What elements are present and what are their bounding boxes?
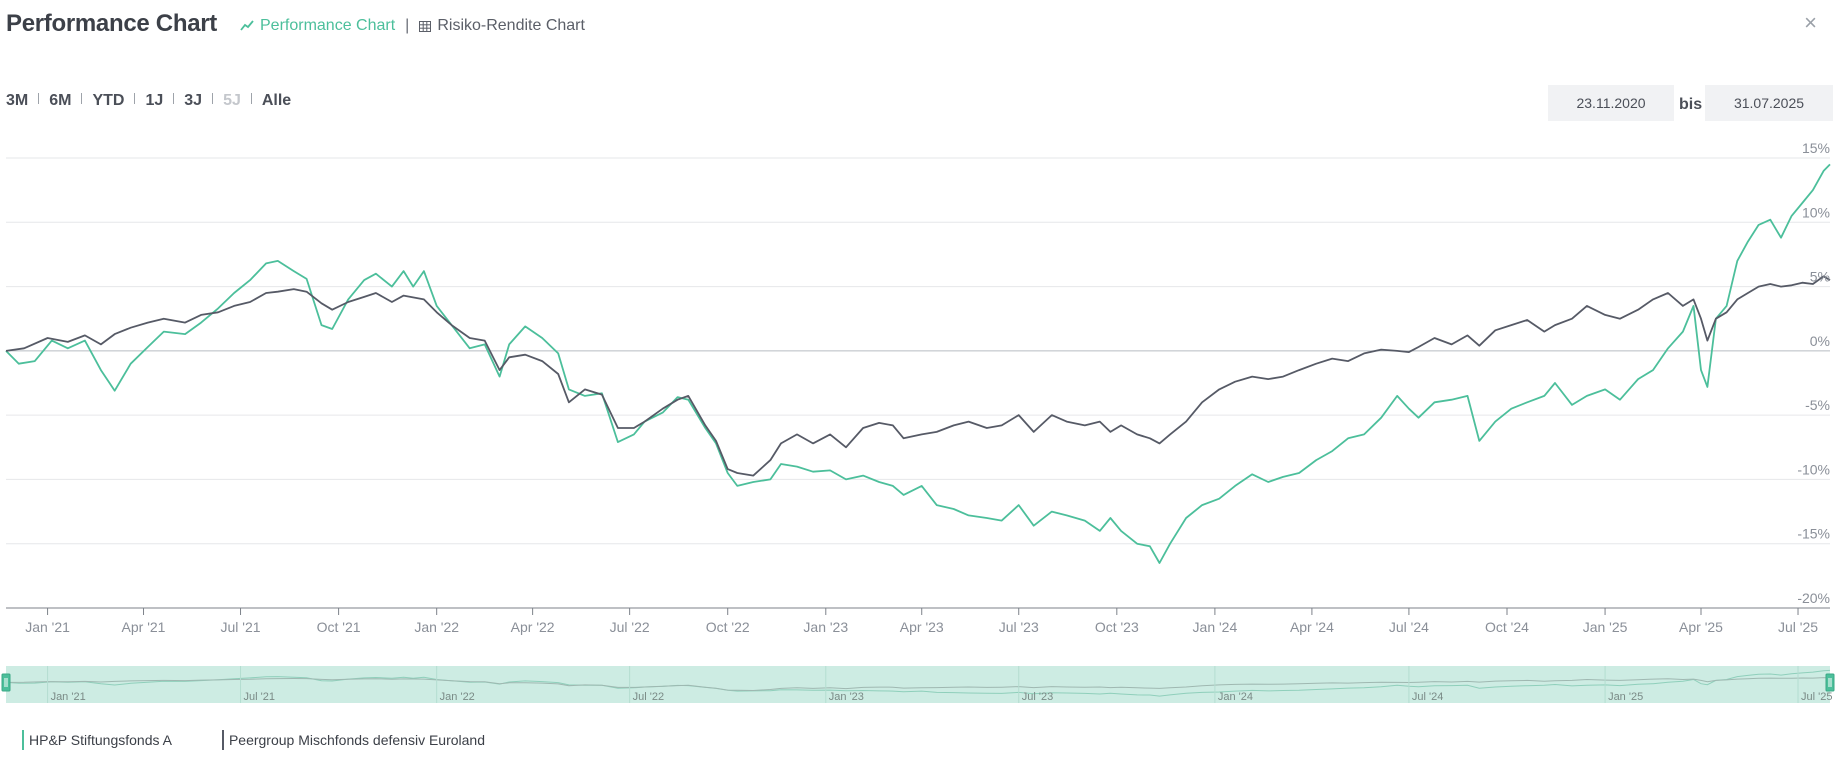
legend-label-peergroup: Peergroup Mischfonds defensiv Euroland bbox=[228, 732, 485, 748]
y-tick-label: -10% bbox=[1797, 461, 1830, 477]
range-divider bbox=[81, 92, 83, 104]
navigator-tick-label: Jan '22 bbox=[440, 691, 475, 703]
legend-item-fund[interactable]: HP&P Stiftungsfonds A bbox=[22, 730, 172, 750]
legend-item-peergroup[interactable]: Peergroup Mischfonds defensiv Euroland bbox=[221, 730, 485, 750]
y-tick-label: 15% bbox=[1802, 140, 1830, 156]
legend-swatch-fund bbox=[22, 730, 24, 750]
close-icon[interactable]: × bbox=[1804, 10, 1817, 35]
tab-performance-chart-label: Performance Chart bbox=[260, 17, 396, 34]
x-tick-label: Apr '22 bbox=[511, 619, 555, 635]
navigator-handle-left[interactable] bbox=[1, 673, 11, 692]
x-tick-label: Jan '21 bbox=[25, 619, 70, 635]
x-tick-label: Jul '21 bbox=[221, 619, 261, 635]
x-tick-label: Jul '22 bbox=[610, 619, 650, 635]
x-tick-label: Jan '22 bbox=[414, 619, 459, 635]
chart-y-axis: 15% 10% 5% 0% -5% -10% -15% -20% bbox=[1797, 140, 1830, 606]
range-divider bbox=[212, 92, 214, 104]
range-button-1j[interactable]: 1J bbox=[145, 92, 164, 109]
line-chart-icon bbox=[240, 20, 254, 31]
date-from-input[interactable] bbox=[1548, 85, 1674, 121]
range-divider bbox=[38, 92, 40, 104]
navigator-series-line bbox=[5, 677, 1831, 692]
range-button-3j[interactable]: 3J bbox=[184, 92, 203, 109]
x-tick-label: Apr '25 bbox=[1679, 619, 1723, 635]
x-tick-label: Jul '23 bbox=[999, 619, 1039, 635]
grid-icon bbox=[419, 20, 432, 32]
x-tick-label: Oct '23 bbox=[1095, 619, 1139, 635]
y-tick-label: 5% bbox=[1810, 269, 1830, 285]
y-tick-label: -5% bbox=[1805, 397, 1830, 413]
navigator-tick-label: Jan '21 bbox=[51, 691, 86, 703]
x-tick-label: Oct '24 bbox=[1485, 619, 1529, 635]
navigator-tick-label: Jul '21 bbox=[244, 691, 275, 703]
chart-series-layer bbox=[5, 163, 1831, 564]
series-line-fund bbox=[5, 163, 1831, 564]
x-tick-label: Apr '24 bbox=[1290, 619, 1334, 635]
range-button-3m[interactable]: 3M bbox=[6, 92, 29, 109]
page-title: Performance Chart bbox=[6, 10, 217, 37]
x-tick-label: Jan '23 bbox=[803, 619, 848, 635]
legend-swatch-peergroup bbox=[221, 730, 224, 750]
tab-separator: | bbox=[405, 17, 410, 34]
navigator-tick-label: Jul '25 bbox=[1801, 691, 1832, 703]
y-tick-label: -20% bbox=[1797, 590, 1830, 606]
navigator-series-line bbox=[5, 669, 1831, 697]
x-tick-label: Jan '25 bbox=[1583, 619, 1628, 635]
navigator-tick-label: Jul '22 bbox=[633, 691, 664, 703]
date-range-separator: bis bbox=[1679, 96, 1703, 113]
legend-label-fund: HP&P Stiftungsfonds A bbox=[29, 732, 172, 748]
date-to-input[interactable] bbox=[1705, 85, 1833, 121]
x-tick-label: Apr '23 bbox=[900, 619, 944, 635]
chart-type-tabs: Performance Chart | Risiko-Rendite Chart bbox=[240, 17, 585, 35]
navigator-handle-right[interactable] bbox=[1825, 673, 1835, 692]
x-tick-label: Oct '22 bbox=[706, 619, 750, 635]
range-divider bbox=[250, 92, 252, 104]
chart-x-axis: Jan '21 Apr '21 Jul '21 Oct '21 Jan '22 Apr '… bbox=[6, 607, 1830, 635]
tab-risiko-rendite-chart-label: Risiko-Rendite Chart bbox=[437, 17, 585, 34]
range-divider bbox=[173, 92, 175, 104]
x-tick-label: Jan '24 bbox=[1193, 619, 1238, 635]
tab-performance-chart[interactable]: Performance Chart bbox=[240, 17, 395, 35]
x-tick-label: Oct '21 bbox=[317, 619, 361, 635]
range-divider bbox=[134, 92, 136, 104]
chart-grid bbox=[6, 157, 1830, 609]
navigator-tick-label: Jul '24 bbox=[1412, 691, 1443, 703]
navigator-tick-label: Jul '23 bbox=[1022, 691, 1053, 703]
navigator-tick-label: Jan '24 bbox=[1218, 691, 1253, 703]
performance-chart[interactable]: Jan '21 Apr '21 Jul '21 Oct '21 Jan '22 Apr '… bbox=[0, 128, 1839, 712]
range-button-6m[interactable]: 6M bbox=[49, 92, 72, 109]
range-button-5j: 5J bbox=[223, 92, 241, 109]
chart-legend: HP&P Stiftungsfonds A Peergroup Mischfon… bbox=[22, 730, 535, 750]
y-tick-label: 10% bbox=[1802, 204, 1830, 220]
y-tick-label: 0% bbox=[1810, 333, 1830, 349]
navigator-range-fill bbox=[6, 666, 1830, 703]
x-tick-label: Jul '25 bbox=[1778, 619, 1818, 635]
x-tick-label: Jul '24 bbox=[1389, 619, 1429, 635]
series-line-peergroup bbox=[5, 275, 1831, 477]
chart-navigator[interactable]: Jan '21 Jul '21 Jan '22 Jul '22 Jan '23 Jul '… bbox=[1, 666, 1835, 703]
range-button-alle[interactable]: Alle bbox=[261, 92, 292, 109]
navigator-tick-label: Jan '23 bbox=[829, 691, 864, 703]
y-tick-label: -15% bbox=[1797, 526, 1830, 542]
tab-risiko-rendite-chart[interactable]: Risiko-Rendite Chart bbox=[419, 17, 585, 35]
range-button-ytd[interactable]: YTD bbox=[92, 92, 125, 109]
x-tick-label: Apr '21 bbox=[122, 619, 166, 635]
range-selector: 3M 6M YTD 1J 3J 5J Alle bbox=[6, 92, 291, 110]
navigator-tick-label: Jan '25 bbox=[1608, 691, 1643, 703]
